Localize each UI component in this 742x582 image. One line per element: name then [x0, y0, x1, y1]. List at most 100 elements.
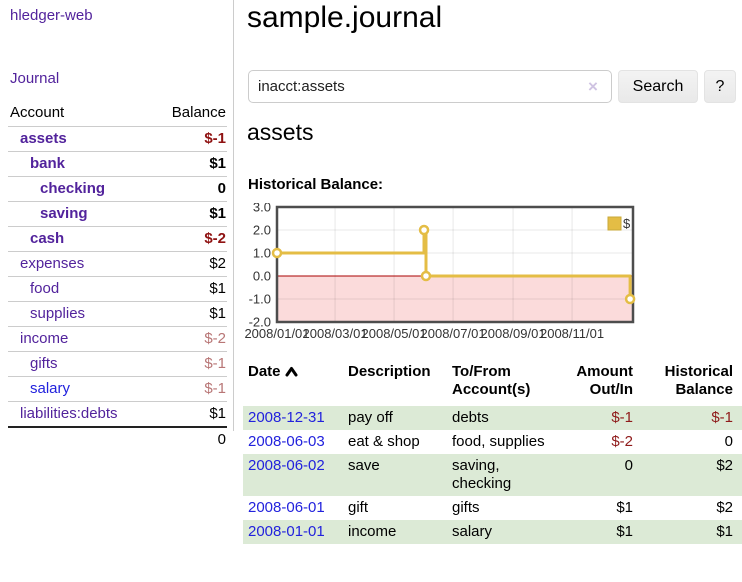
account-link[interactable]: gifts	[30, 355, 58, 372]
account-balance: $1	[151, 301, 227, 327]
transaction-amount: $-1	[565, 406, 642, 430]
register-header-balance: Historical Balance	[664, 363, 733, 398]
account-balance: $-1	[151, 351, 227, 377]
account-row: checking 0	[8, 176, 227, 202]
transaction-accounts: salary	[447, 520, 565, 544]
svg-text:-1.0: -1.0	[249, 292, 271, 307]
account-link[interactable]: bank	[30, 155, 66, 172]
transaction-row: 2008-06-03 eat & shop food, supplies $-2 0	[243, 430, 742, 454]
accounts-header-balance: Balance	[171, 104, 226, 121]
account-row: supplies $1	[8, 301, 227, 327]
account-row: liabilities:debts $1	[8, 401, 227, 427]
transaction-description: income	[343, 520, 447, 544]
account-link[interactable]: food	[30, 280, 60, 297]
transaction-description: eat & shop	[348, 433, 420, 450]
clear-search-icon[interactable]: ×	[588, 77, 598, 96]
svg-text:2008/09/01: 2008/09/01	[481, 326, 546, 341]
accounts-table: Account Balance assets $-1 bank $1 checking 0…	[8, 101, 227, 452]
account-balance: $1	[151, 201, 227, 227]
account-balance: $1	[151, 276, 227, 302]
account-row: assets $-1	[8, 126, 227, 152]
transaction-row: 2008-06-01 gift gifts $1 $2	[243, 496, 742, 520]
transaction-amount: $1	[616, 499, 633, 516]
account-link[interactable]: cash	[30, 230, 65, 247]
svg-text:2.0: 2.0	[253, 223, 271, 238]
account-row: cash $-2	[8, 226, 227, 252]
transaction-row: 2008-12-31 pay off debts $-1 $-1	[243, 406, 742, 430]
transaction-date-link[interactable]: 2008-06-03	[248, 433, 325, 450]
transaction-amount: 0	[565, 454, 642, 496]
transaction-description: save	[343, 454, 447, 496]
help-button[interactable]: ?	[704, 70, 736, 103]
account-link[interactable]: saving	[40, 205, 88, 222]
account-row: salary $-1	[8, 376, 227, 402]
account-row: saving $1	[8, 201, 227, 227]
svg-text:2008/01/01: 2008/01/01	[244, 326, 309, 341]
chart-label: Historical Balance:	[248, 176, 384, 193]
transaction-accounts: food, supplies	[452, 433, 545, 450]
transaction-amount: $-2	[611, 433, 633, 450]
account-row: income $-2	[8, 326, 227, 352]
account-row: gifts $-1	[8, 351, 227, 377]
transaction-row: 2008-01-01 income salary $1 $1	[243, 520, 742, 544]
account-link[interactable]: salary	[30, 380, 71, 397]
sort-asc-icon	[285, 364, 298, 382]
legend-swatch	[607, 216, 622, 231]
transaction-accounts: saving, checking	[447, 454, 565, 496]
svg-text:$: $	[623, 216, 631, 231]
accounts-header-account: Account	[10, 104, 65, 121]
account-balance: $1	[151, 401, 227, 427]
account-link[interactable]: assets	[20, 130, 67, 147]
register-header-description: Description	[348, 363, 431, 380]
account-balance: $1	[151, 151, 227, 177]
sidebar-divider	[233, 0, 234, 431]
transaction-balance: $2	[716, 499, 733, 516]
register-body: 2008-12-31 pay off debts $-1 $-1 2008-06-03 ea…	[243, 406, 742, 544]
register-table: Date Description To/From Account(s) Amou…	[243, 359, 742, 544]
svg-text:1.0: 1.0	[253, 246, 271, 261]
account-balance: $-1	[151, 376, 227, 402]
svg-text:2008/05/01: 2008/05/01	[362, 326, 427, 341]
accounts-total-value: 0	[151, 426, 227, 452]
transaction-balance: $-1	[642, 406, 742, 430]
transaction-row: 2008-06-02 save saving, checking 0 $2	[243, 454, 742, 496]
historical-balance-chart: $3.0 2.0 1.0 0.0 -1.0 -2.02008/01/012008/03/0…	[244, 203, 636, 341]
register-header-accounts: To/From Account(s)	[452, 363, 531, 398]
transaction-accounts: debts	[447, 406, 565, 430]
transaction-date-link[interactable]: 2008-06-02	[248, 457, 325, 474]
transaction-balance: $1	[642, 520, 742, 544]
register-header-row: Date Description To/From Account(s) Amou…	[243, 359, 742, 406]
account-balance: $-1	[151, 126, 227, 152]
account-link[interactable]: expenses	[20, 255, 85, 272]
svg-text:2008/07/01: 2008/07/01	[421, 326, 486, 341]
account-row: food $1	[8, 276, 227, 302]
register-header-amount: Amount Out/In	[576, 363, 633, 398]
accounts-header-row: Account Balance	[8, 101, 227, 127]
transaction-balance: 0	[724, 433, 733, 450]
accounts-total-row: 0	[8, 426, 227, 452]
transaction-date-link[interactable]: 2008-06-01	[248, 499, 325, 516]
accounts-body: assets $-1 bank $1 checking 0 saving $1 cash $-2 e…	[8, 126, 227, 427]
account-link[interactable]: liabilities:debts	[20, 405, 118, 422]
account-balance: 0	[151, 176, 227, 202]
transaction-description: gift	[348, 499, 369, 516]
page-title: sample.journal	[247, 1, 443, 34]
account-heading: assets	[247, 119, 314, 145]
search-button[interactable]: Search	[618, 70, 698, 103]
account-link[interactable]: supplies	[30, 305, 86, 322]
transaction-date-link[interactable]: 2008-01-01	[248, 523, 325, 540]
account-row: expenses $2	[8, 251, 227, 277]
search-input[interactable]	[248, 70, 612, 103]
transaction-date-link[interactable]: 2008-12-31	[248, 409, 325, 426]
app-title[interactable]: hledger-web	[10, 7, 93, 24]
svg-text:3.0: 3.0	[253, 203, 271, 215]
register-header-date[interactable]: Date	[243, 359, 343, 406]
account-link[interactable]: checking	[40, 180, 106, 197]
account-link[interactable]: income	[20, 330, 69, 347]
account-balance: $-2	[151, 226, 227, 252]
svg-text:2008/11/01: 2008/11/01	[540, 326, 604, 341]
transaction-accounts: gifts	[452, 499, 480, 516]
account-balance: $2	[151, 251, 227, 277]
account-balance: $-2	[151, 326, 227, 352]
sidebar-item-journal[interactable]: Journal	[10, 70, 60, 87]
